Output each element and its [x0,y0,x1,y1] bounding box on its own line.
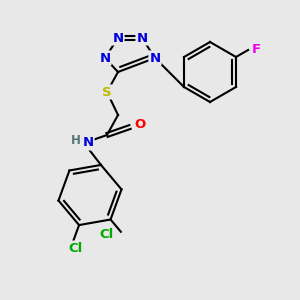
Text: H: H [71,134,81,148]
Text: N: N [112,32,124,44]
Text: N: N [99,52,111,64]
Text: N: N [82,136,94,149]
Text: O: O [134,118,146,131]
Text: F: F [251,44,261,56]
Text: N: N [136,32,148,44]
Text: Cl: Cl [100,228,114,241]
Text: N: N [149,52,161,64]
Text: Cl: Cl [68,242,83,255]
Text: S: S [102,85,112,98]
